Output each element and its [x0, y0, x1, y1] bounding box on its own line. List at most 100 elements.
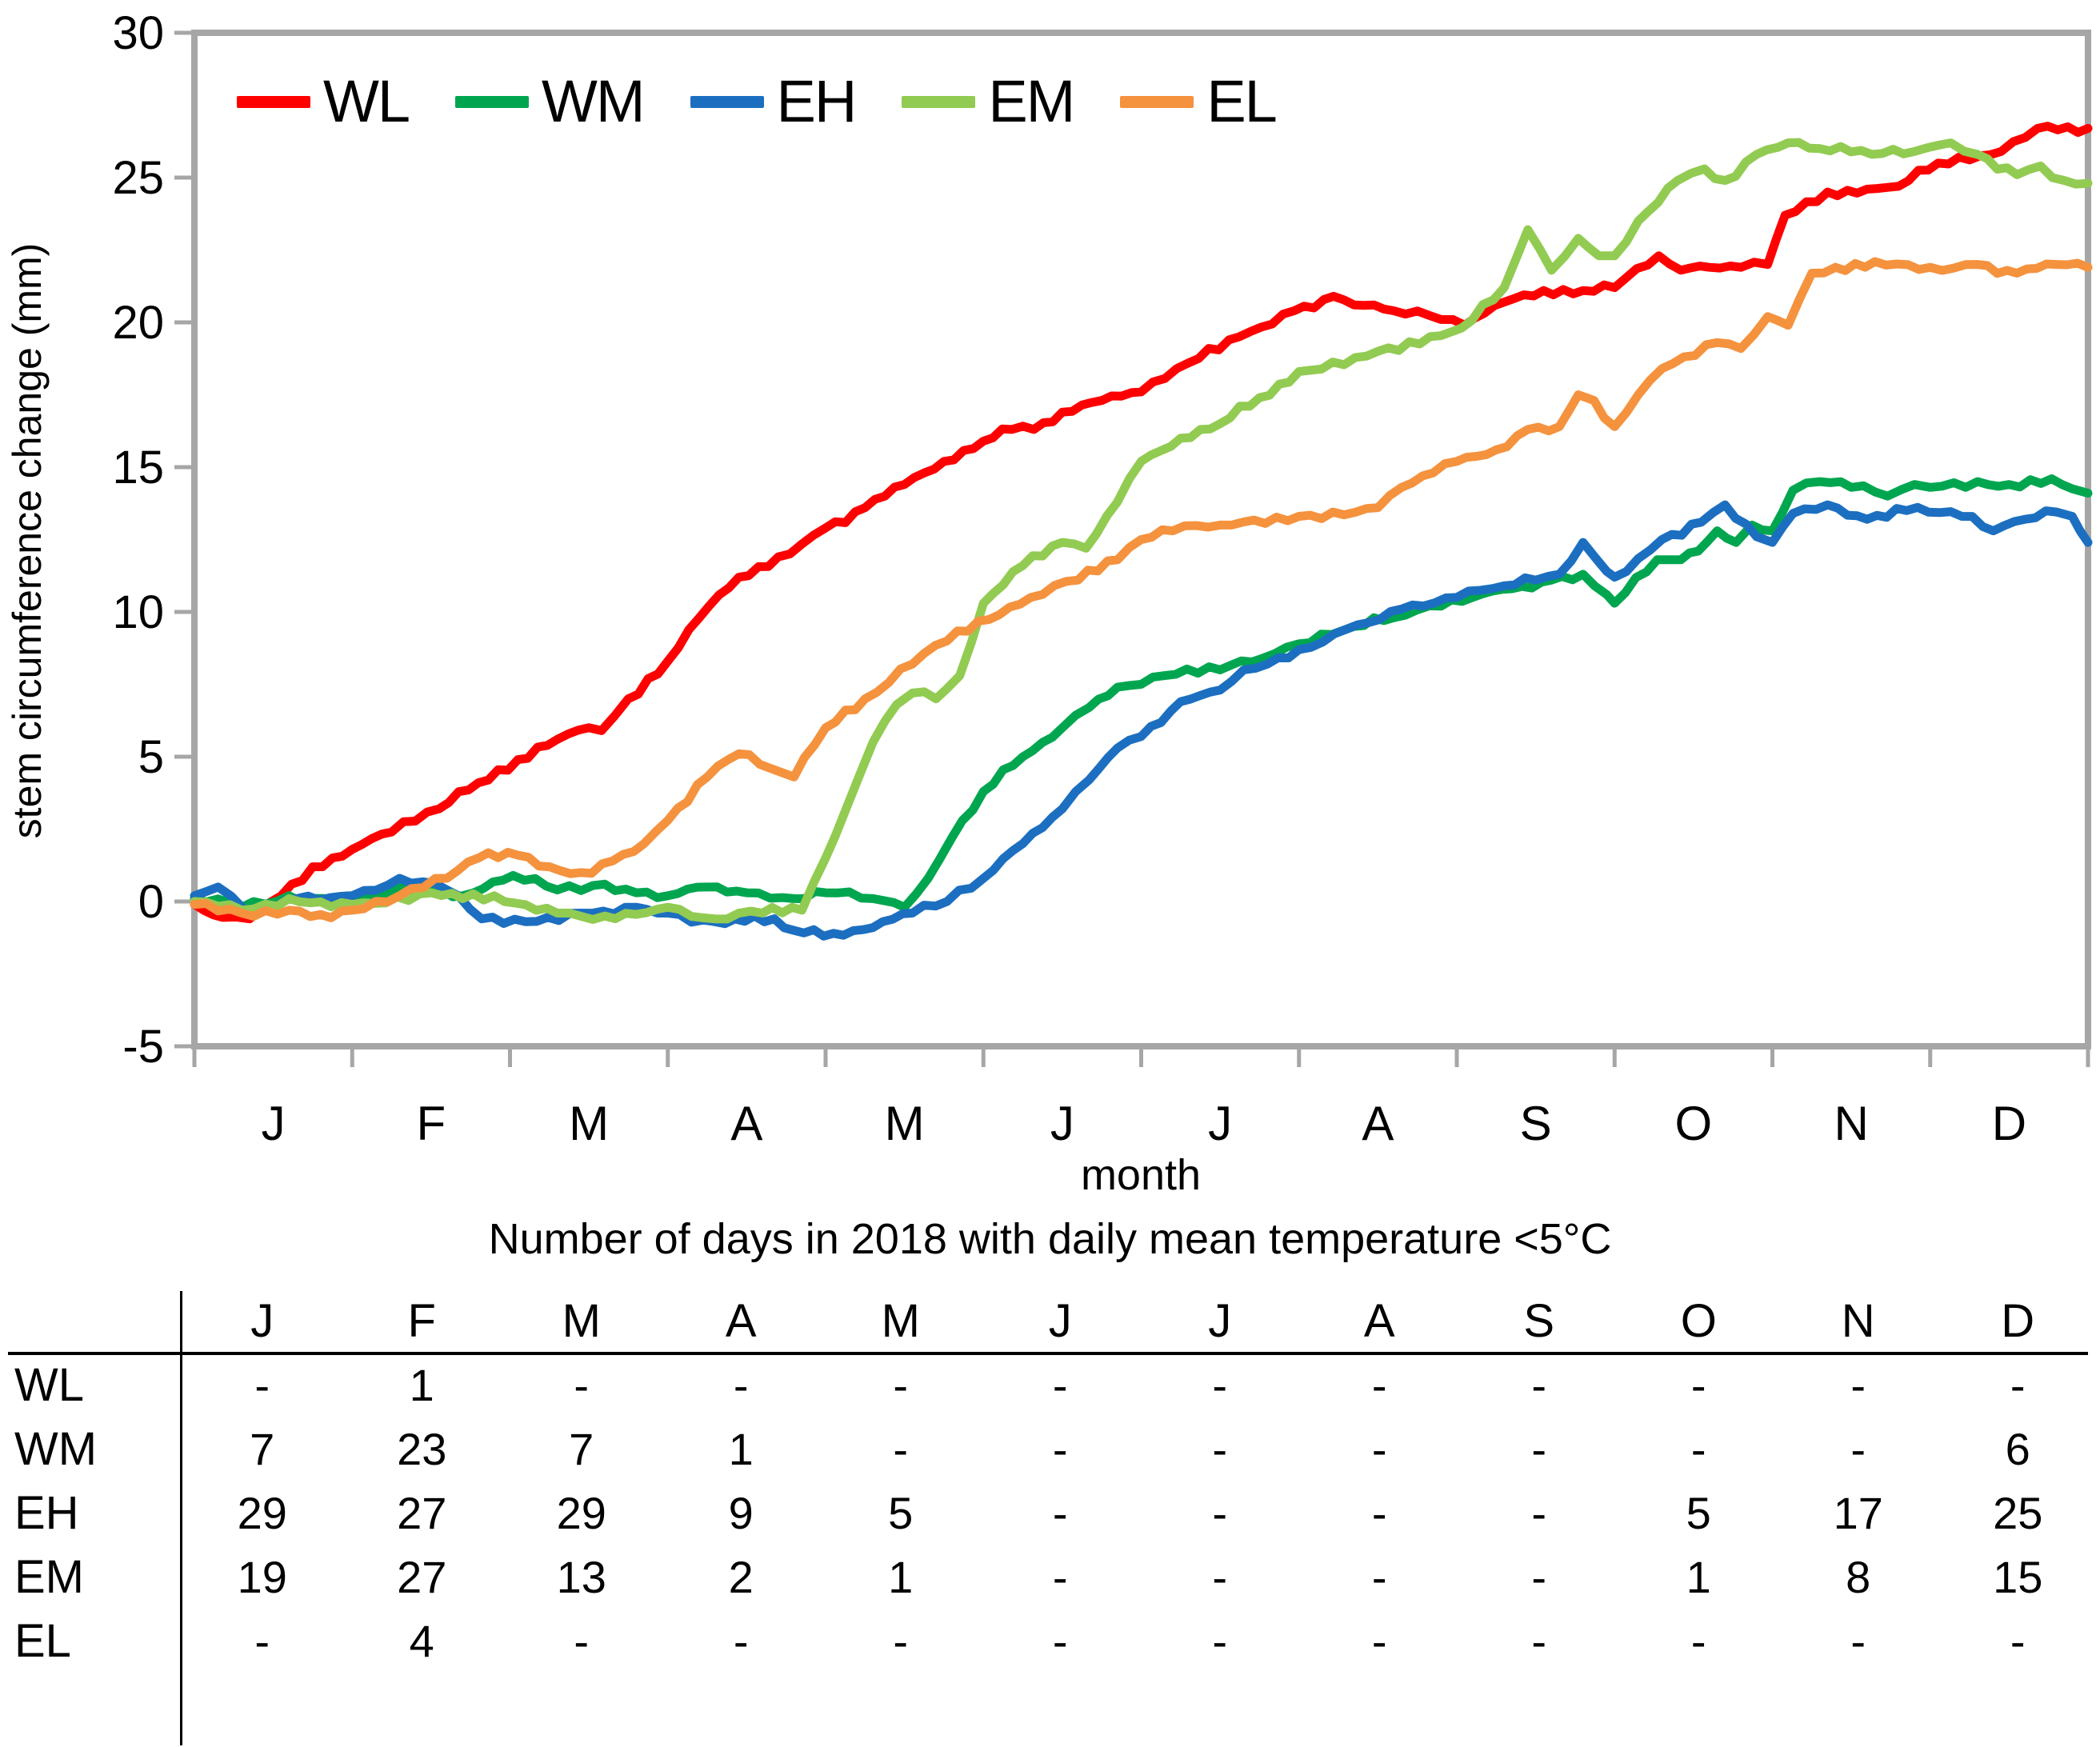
table-cell-WM-F: 23 — [397, 1424, 447, 1474]
table-col-header-11: N — [1841, 1295, 1875, 1347]
table-cell-WL-N2: - — [1850, 1360, 1866, 1410]
table-cell-WM-N2: - — [1850, 1424, 1866, 1474]
table-cell-EM-J: 19 — [237, 1552, 287, 1602]
table-cell-WM-J: 7 — [250, 1424, 275, 1474]
table-cell-EH-D2: 25 — [1993, 1488, 2043, 1538]
x-tick-label-6: J — [1050, 1097, 1074, 1150]
table-cell-EH-J: 29 — [237, 1488, 287, 1538]
table-cell-WM-M: 7 — [569, 1424, 594, 1474]
table-cell-EM-O2: 1 — [1686, 1552, 1711, 1602]
table-cell-EL-S2: - — [1531, 1616, 1547, 1666]
y-tick-label-5: 5 — [138, 731, 164, 783]
table-cell-EH-M: 29 — [556, 1488, 606, 1538]
table-cell-EL-O2: - — [1690, 1616, 1706, 1666]
x-tick-label-9: S — [1520, 1097, 1552, 1150]
table-cell-EH-J2: - — [1212, 1488, 1228, 1538]
series-line-EH — [190, 500, 2093, 941]
series-line-WM — [190, 474, 2093, 912]
x-tick-label-1: J — [262, 1097, 286, 1150]
table-cell-WM-A2: - — [1371, 1424, 1387, 1474]
table-col-header-4: A — [725, 1295, 757, 1347]
chart-legend: WL WM EH EM EL — [237, 68, 1278, 134]
table-row-label-WL: WL — [14, 1359, 84, 1411]
series-line-WL — [190, 122, 2093, 924]
y-tick-label-15: 15 — [112, 442, 164, 494]
table-col-header-12: D — [2001, 1295, 2035, 1347]
legend-label: EH — [776, 68, 858, 134]
table-col-header-1: J — [250, 1295, 274, 1347]
legend-item-EM: EM — [902, 68, 1075, 134]
table-cell-EL-M: - — [893, 1616, 909, 1666]
table-cell-WL-J: - — [254, 1360, 270, 1410]
table-cell-EM-J: - — [1052, 1552, 1068, 1602]
table-cell-WM-J: - — [1052, 1424, 1068, 1474]
x-tick-label-2: F — [417, 1097, 446, 1150]
table-cell-EM-M: 13 — [556, 1552, 606, 1602]
x-axis-title: month — [1080, 1151, 1202, 1199]
legend-swatch-EM — [902, 95, 976, 108]
x-tick-label-7: J — [1208, 1097, 1232, 1150]
table-row-label-EH: EH — [14, 1487, 79, 1539]
table-cell-EL-A: - — [733, 1616, 749, 1666]
x-tick-label-5: M — [885, 1097, 925, 1150]
table-cell-WM-D2: 6 — [2005, 1424, 2030, 1474]
y-tick-label-20: 20 — [112, 297, 164, 349]
x-tick-label-4: A — [730, 1097, 762, 1150]
series-line-EM — [190, 138, 2093, 924]
table-col-header-10: O — [1680, 1295, 1717, 1347]
table-col-header-7: J — [1208, 1295, 1232, 1347]
legend-item-EH: EH — [690, 68, 858, 134]
table-cell-EL-J: - — [1052, 1616, 1068, 1666]
legend-label: WM — [542, 68, 645, 134]
table-row-label-EL: EL — [14, 1615, 71, 1667]
legend-swatch-EH — [690, 95, 764, 108]
y-tick-label-30: 30 — [112, 7, 164, 59]
table-col-header-9: S — [1523, 1295, 1555, 1347]
x-tick-label-11: N — [1834, 1097, 1868, 1150]
table-cell-WL-J2: - — [1212, 1360, 1228, 1410]
legend-swatch-WL — [237, 95, 310, 108]
table-cell-EL-J2: - — [1212, 1616, 1228, 1666]
y-tick-label-10: 10 — [112, 586, 164, 638]
table-cell-EM-A: 2 — [728, 1552, 754, 1602]
legend-swatch-WM — [455, 95, 529, 108]
table-cell-EH-N2: 17 — [1833, 1488, 1883, 1538]
table-cell-EL-D2: - — [2010, 1616, 2026, 1666]
table-cell-WL-F: 1 — [409, 1360, 434, 1410]
table-cell-WM-A: 1 — [728, 1424, 754, 1474]
table-cell-EH-M: 5 — [888, 1488, 914, 1538]
table-cell-EH-A2: - — [1371, 1488, 1387, 1538]
table-row-label-WM: WM — [14, 1423, 98, 1475]
legend-item-EL: EL — [1120, 72, 1278, 131]
table-cell-WM-M: - — [893, 1424, 909, 1474]
table-cell-EH-A: 9 — [728, 1488, 754, 1538]
x-tick-label-10: O — [1675, 1097, 1713, 1150]
table-cell-EM-J2: - — [1212, 1552, 1228, 1602]
legend-label: EM — [988, 68, 1075, 134]
table-cell-WM-O2: - — [1690, 1424, 1706, 1474]
table-col-header-2: F — [407, 1295, 436, 1347]
x-tick-label-8: A — [1362, 1097, 1394, 1150]
y-tick-label-0: 0 — [138, 876, 164, 928]
table-column-divider — [180, 1291, 182, 1745]
x-tick-label-12: D — [1992, 1097, 2026, 1150]
table-cell-WL-D2: - — [2010, 1360, 2026, 1410]
table-row-label-EM: EM — [14, 1551, 84, 1603]
table-col-header-8: A — [1363, 1295, 1395, 1347]
y-tick-label--5: -5 — [122, 1021, 164, 1073]
legend-item-WL: WL — [237, 72, 410, 131]
table-cell-EM-S2: - — [1531, 1552, 1547, 1602]
table-cell-EH-S2: - — [1531, 1488, 1547, 1538]
table-title: Number of days in 2018 with daily mean t… — [488, 1215, 1612, 1263]
table-cell-EM-A2: - — [1371, 1552, 1387, 1602]
table-cell-EM-D2: 15 — [1993, 1552, 2043, 1602]
table-col-header-6: J — [1048, 1295, 1072, 1347]
table-cell-EL-N2: - — [1850, 1616, 1866, 1666]
table-cell-EL-A2: - — [1371, 1616, 1387, 1666]
table-cell-WM-S2: - — [1531, 1424, 1547, 1474]
table-cell-EM-M: 1 — [888, 1552, 914, 1602]
table-cell-EL-F: 4 — [409, 1616, 434, 1666]
table-cell-EH-F: 27 — [397, 1488, 447, 1538]
table-cell-EL-J: - — [254, 1616, 270, 1666]
